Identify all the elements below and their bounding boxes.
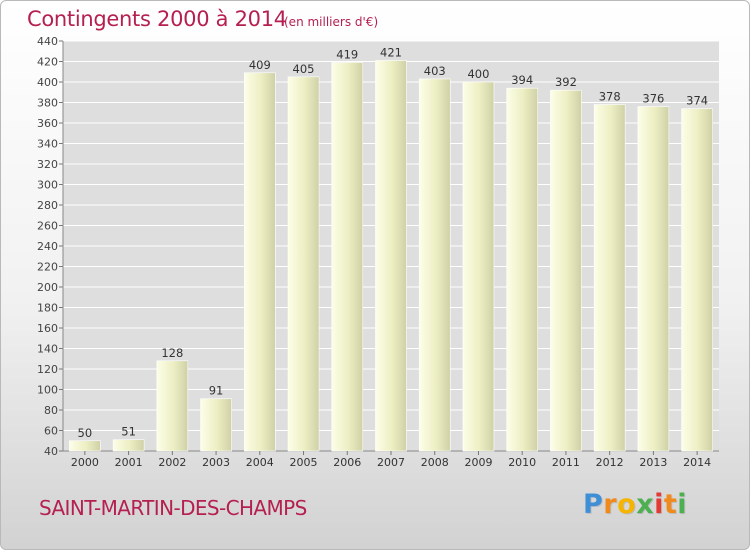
bar — [681, 108, 713, 452]
data-label: 128 — [161, 346, 183, 360]
y-tick-label: 40 — [44, 445, 58, 458]
bar — [418, 78, 451, 452]
x-tick-label: 2004 — [246, 456, 274, 469]
bar — [506, 87, 539, 452]
x-tick-label: 2001 — [115, 456, 143, 469]
y-tick-label: 220 — [37, 261, 58, 274]
y-tick-label: 100 — [37, 384, 58, 397]
x-tick-label: 2007 — [377, 456, 405, 469]
x-tick-label: 2011 — [552, 456, 580, 469]
x-tick-label: 2014 — [683, 456, 711, 469]
x-tick-label: 2009 — [464, 456, 492, 469]
x-tick-label: 2013 — [639, 456, 667, 469]
y-tick-label: 380 — [37, 97, 58, 110]
y-tick-label: 420 — [37, 56, 58, 69]
data-label: 378 — [599, 90, 621, 104]
bar — [200, 398, 232, 452]
x-tick-label: 2005 — [290, 456, 318, 469]
bar — [462, 81, 495, 452]
y-tick-label: 80 — [44, 404, 58, 417]
x-tick-label: 2010 — [508, 456, 536, 469]
data-label: 51 — [121, 425, 136, 439]
y-tick-label: 140 — [37, 343, 58, 356]
data-label: 394 — [511, 73, 533, 87]
data-label: 405 — [293, 62, 315, 76]
y-tick-label: 340 — [37, 138, 58, 151]
data-label: 374 — [686, 94, 708, 108]
y-tick-label: 360 — [37, 117, 58, 130]
data-label: 421 — [380, 45, 402, 59]
y-tick-label: 160 — [37, 322, 58, 335]
bar — [69, 440, 101, 452]
bar — [550, 89, 582, 452]
y-tick-label: 60 — [44, 425, 58, 438]
x-tick-label: 2008 — [421, 456, 449, 469]
bar — [156, 360, 189, 452]
y-tick-label: 240 — [37, 240, 58, 253]
data-label: 91 — [209, 384, 224, 398]
data-label: 400 — [467, 67, 489, 81]
chart-title: Contingents 2000 à 2014 — [27, 7, 287, 31]
y-tick-label: 280 — [37, 199, 58, 212]
x-tick-label: 2006 — [333, 456, 361, 469]
data-label: 376 — [642, 92, 664, 106]
x-tick-label: 2012 — [596, 456, 624, 469]
x-tick-label: 2000 — [71, 456, 99, 469]
data-label: 50 — [78, 426, 93, 440]
bar — [331, 62, 364, 452]
y-tick-label: 440 — [37, 35, 58, 48]
bar — [375, 60, 407, 452]
chart-subtitle: (en milliers d'€) — [284, 15, 379, 29]
x-tick-label: 2002 — [158, 456, 186, 469]
y-tick-label: 300 — [37, 179, 58, 192]
y-tick-label: 180 — [37, 302, 58, 315]
data-label: 392 — [555, 75, 577, 89]
data-label: 419 — [336, 48, 358, 62]
proxiti-logo[interactable]: Proxiti — [583, 489, 688, 520]
bar — [593, 104, 626, 452]
data-label: 409 — [249, 58, 271, 72]
data-label: 403 — [424, 64, 446, 78]
bar — [287, 76, 320, 452]
bar — [244, 72, 276, 452]
commune-name: SAINT-MARTIN-DES-CHAMPS — [39, 496, 307, 520]
y-tick-label: 400 — [37, 76, 58, 89]
y-tick-label: 200 — [37, 281, 58, 294]
y-tick-label: 320 — [37, 158, 58, 171]
bar — [637, 106, 670, 452]
y-tick-label: 120 — [37, 363, 58, 376]
bar — [112, 439, 145, 452]
y-tick-label: 260 — [37, 220, 58, 233]
x-tick-label: 2003 — [202, 456, 230, 469]
